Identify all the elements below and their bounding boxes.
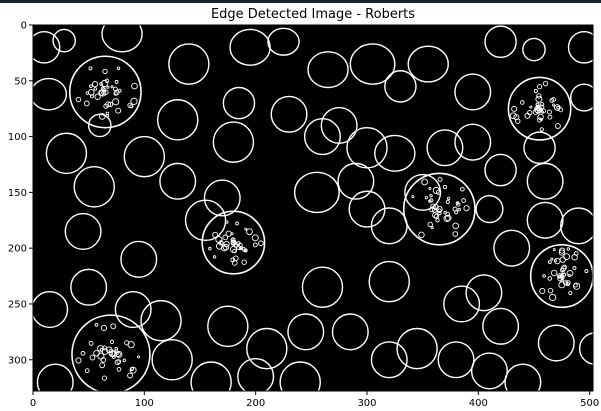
cell-edge xyxy=(287,313,325,351)
cell-edge xyxy=(101,25,143,53)
cell-edge xyxy=(203,179,241,217)
axes-frame xyxy=(32,24,594,392)
cell-edge xyxy=(33,290,69,329)
cell-edge xyxy=(465,274,503,312)
y-tick-label: 0 xyxy=(21,21,27,32)
cell-edge xyxy=(493,229,531,267)
cell-edge xyxy=(123,135,166,178)
y-tick-label: 50 xyxy=(14,76,27,87)
cell-edge xyxy=(207,305,249,348)
cell-edge xyxy=(267,27,300,56)
x-tick-label: 200 xyxy=(246,398,265,409)
cell-edge xyxy=(407,45,449,83)
cell-edge xyxy=(52,28,77,53)
cell-edge xyxy=(168,43,210,85)
cell-edge xyxy=(349,43,396,85)
cell-edge xyxy=(307,51,349,89)
cell-edge xyxy=(184,199,227,242)
y-tick-label: 100 xyxy=(8,132,27,143)
cell-edge xyxy=(396,327,438,370)
x-tick-label: 500 xyxy=(580,398,599,409)
cell-edge xyxy=(140,299,182,342)
cell-edge xyxy=(443,285,481,323)
cell-edge xyxy=(537,324,575,362)
cell-edge xyxy=(578,332,593,365)
cell-edge xyxy=(320,106,358,144)
cell-edge xyxy=(567,30,593,64)
cell-edge xyxy=(484,153,517,187)
cell-edge xyxy=(370,341,408,379)
cell-edge xyxy=(279,361,321,391)
cell-edge xyxy=(337,162,375,200)
cell-edge xyxy=(454,73,492,111)
cell-edge xyxy=(522,37,546,62)
edge-image xyxy=(33,25,593,391)
cell-edge xyxy=(114,290,152,329)
cell-edge xyxy=(374,134,416,172)
figure-title: Edge Detected Image - Roberts xyxy=(210,7,416,22)
textured-cell-edge xyxy=(402,172,476,246)
cell-edge xyxy=(222,86,256,120)
cell-edge xyxy=(45,132,88,175)
x-tick-label: 0 xyxy=(30,398,36,409)
cell-edge xyxy=(570,83,593,112)
cell-edge xyxy=(156,99,199,141)
cell-edge xyxy=(437,341,475,379)
cell-edge xyxy=(159,162,197,200)
cell-edge xyxy=(36,363,74,391)
cell-edge xyxy=(560,207,593,245)
cell-edge xyxy=(523,131,556,165)
cell-edge xyxy=(482,307,520,345)
cell-edge xyxy=(470,352,508,390)
cell-edge xyxy=(270,95,308,133)
x-axis: 0 100 200 300 400 500 xyxy=(30,391,599,409)
cell-edge xyxy=(229,28,271,66)
cell-edge xyxy=(475,195,504,224)
cell-edge xyxy=(73,166,115,208)
cell-edge xyxy=(301,266,344,309)
cell-edge xyxy=(64,212,102,250)
cell-edge xyxy=(212,121,255,163)
cell-edge xyxy=(331,313,369,351)
cell-edge xyxy=(237,357,275,391)
textured-cell-edge xyxy=(201,210,266,275)
edge-image-background xyxy=(33,25,593,391)
cell-edge xyxy=(526,162,564,200)
y-tick-label: 300 xyxy=(8,355,27,366)
cell-edge xyxy=(504,363,542,391)
cell-edge xyxy=(484,25,517,59)
textured-cell-edge xyxy=(507,76,572,141)
cell-edge xyxy=(70,268,108,306)
textured-cell-edge xyxy=(68,55,142,129)
cell-edge xyxy=(33,77,68,111)
cell-edge xyxy=(33,30,61,64)
x-tick-label: 400 xyxy=(469,398,488,409)
cell-edge xyxy=(526,201,564,239)
textured-cell-edge xyxy=(71,314,151,391)
cell-edge xyxy=(120,240,158,278)
cell-edge xyxy=(293,171,340,214)
cell-edge xyxy=(368,260,411,303)
x-tick-label: 100 xyxy=(135,398,154,409)
x-tick-label: 300 xyxy=(357,398,376,409)
cell-edge xyxy=(384,70,417,103)
cell-edge xyxy=(151,338,193,381)
y-axis: 0 50 100 150 200 250 300 xyxy=(8,21,33,366)
cell-edge xyxy=(426,129,464,167)
cell-edge xyxy=(246,327,288,370)
y-tick-label: 250 xyxy=(8,299,27,310)
cell-edge xyxy=(454,123,492,161)
window-top-border xyxy=(0,0,601,3)
cell-edge xyxy=(190,361,232,391)
y-tick-label: 150 xyxy=(8,188,27,199)
y-tick-label: 200 xyxy=(8,244,27,255)
